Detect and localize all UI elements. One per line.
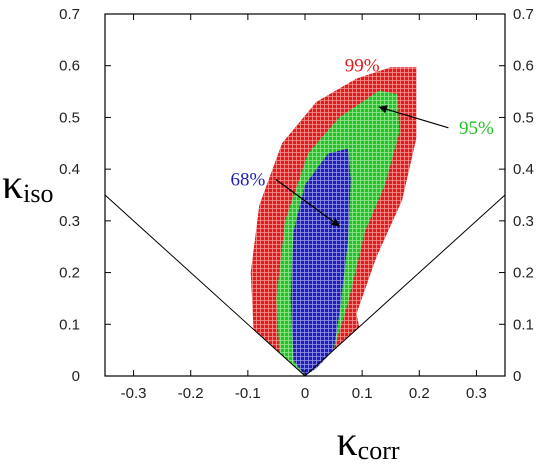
boundary-line-1 <box>304 194 506 377</box>
boundary-line-0 <box>104 194 306 377</box>
y-tick-label-right: 0.4 <box>513 161 534 178</box>
y-tick-label-right: 0.6 <box>513 58 534 75</box>
y-tick-label: 0 <box>72 368 80 385</box>
y-tick-label-right: 0 <box>513 368 521 385</box>
annotation-label-68pct: 68% <box>230 169 265 190</box>
x-axis-subscript: corr <box>358 436 400 465</box>
y-tick-label-right: 0.2 <box>513 265 534 282</box>
y-tick-label-right: 0.1 <box>513 316 534 333</box>
axis-ticks: -0.3 -0.2 -0.1 0 0.1 0.2 0.3 0 0.1 0.2 0.3 0.4 0.5 0.… <box>59 6 534 402</box>
x-axis-label: κcorr <box>336 419 399 465</box>
x-tick-label: -0.1 <box>235 385 261 402</box>
region-hatch-2 <box>290 148 351 376</box>
x-tick-label: -0.3 <box>121 385 147 402</box>
y-tick-label: 0.2 <box>59 265 80 282</box>
annotation-label-95pct: 95% <box>459 118 494 139</box>
y-axis-label: κiso <box>2 162 54 208</box>
y-axis-symbol: κ <box>2 162 23 208</box>
y-tick-label: 0.6 <box>59 58 80 75</box>
x-tick-label: 0 <box>301 385 309 402</box>
y-tick-label: 0.5 <box>59 109 80 126</box>
y-tick-label: 0.1 <box>59 316 80 333</box>
annotation-arrow <box>275 179 340 227</box>
x-tick-label: 0.3 <box>466 385 487 402</box>
y-tick-label-right: 0.7 <box>513 6 534 23</box>
y-tick-label: 0.4 <box>59 161 80 178</box>
x-axis-symbol: κ <box>336 419 357 465</box>
region-annotations: 99% 95% 68% <box>230 56 494 227</box>
x-tick-label: -0.2 <box>178 385 204 402</box>
y-tick-label-right: 0.5 <box>513 109 534 126</box>
annotation-label-99pct: 99% <box>345 56 380 77</box>
y-axis-subscript: iso <box>23 179 53 208</box>
boundary-lines <box>104 194 506 377</box>
confidence-regions <box>250 67 417 377</box>
y-tick-label: 0.7 <box>59 6 80 23</box>
annotation-arrow <box>378 105 449 129</box>
x-tick-label: 0.2 <box>409 385 430 402</box>
y-tick-label: 0.3 <box>59 213 80 230</box>
y-tick-label-right: 0.3 <box>513 213 534 230</box>
x-tick-label: 0.1 <box>352 385 373 402</box>
